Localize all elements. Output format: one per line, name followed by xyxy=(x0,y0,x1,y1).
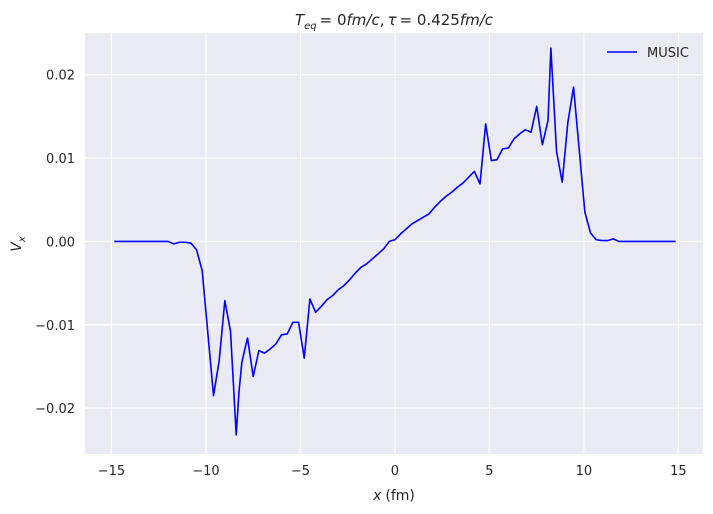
y-axis-label-var: V xyxy=(9,241,25,252)
x-axis-label-unit: (fm) xyxy=(385,488,415,504)
y-axis-label-subscript: x xyxy=(17,236,28,243)
legend: MUSIC xyxy=(607,46,689,61)
title-t-symbol: T xyxy=(295,11,306,29)
title-separator: , xyxy=(380,11,385,29)
chart-title: Teq = 0fm/c, τ = 0.425fm/c xyxy=(295,11,494,32)
x-tick-label: 5 xyxy=(485,464,493,479)
x-tick-label: −15 xyxy=(98,464,125,479)
legend-label-music: MUSIC xyxy=(647,46,689,61)
title-tau-value: = 0.425 xyxy=(400,11,460,29)
y-tick-label: 0.00 xyxy=(46,235,75,250)
y-tick-label: −0.01 xyxy=(35,319,75,334)
x-tick-label: 10 xyxy=(576,464,593,479)
x-tick-label: −10 xyxy=(192,464,219,479)
x-axis-label-var: x xyxy=(372,488,382,504)
title-t-subscript: eq xyxy=(304,21,317,32)
y-tick-label: −0.02 xyxy=(35,402,75,417)
y-axis-label: Vx xyxy=(9,236,28,252)
series-line-music xyxy=(114,47,676,436)
y-axis-ticks: −0.02 −0.01 0.00 0.01 0.02 xyxy=(35,69,75,417)
x-tick-label: 15 xyxy=(670,464,687,479)
title-tau-symbol: τ xyxy=(388,11,398,29)
y-tick-label: 0.01 xyxy=(46,152,75,167)
series-layer xyxy=(114,47,676,436)
x-axis-label: x (fm) xyxy=(372,488,415,504)
title-t-unit: fm/c xyxy=(347,11,381,29)
title-tau-unit: fm/c xyxy=(460,11,494,29)
title-t-value: = 0 xyxy=(320,11,347,29)
plot-area xyxy=(85,33,703,454)
x-axis-ticks: −15 −10 −5 0 5 10 15 xyxy=(98,464,687,479)
grid-lines xyxy=(85,33,703,454)
x-tick-label: −5 xyxy=(291,464,310,479)
y-tick-label: 0.02 xyxy=(46,69,75,84)
x-tick-label: 0 xyxy=(391,464,399,479)
